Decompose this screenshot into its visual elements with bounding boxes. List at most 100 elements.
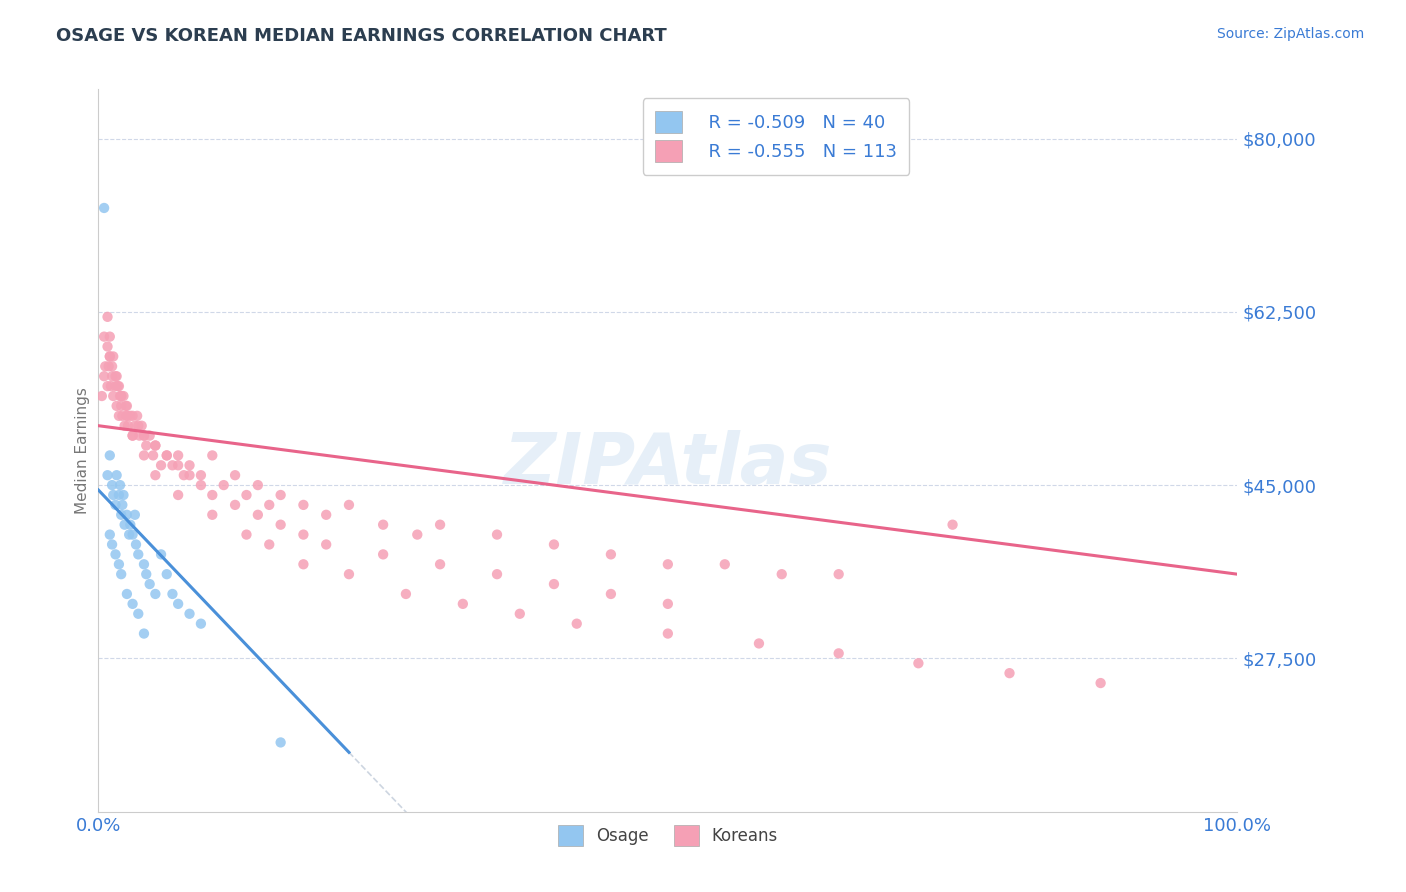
- Point: [142, 449, 165, 463]
- Point: [104, 548, 127, 562]
- Point: [132, 428, 155, 442]
- Point: [128, 428, 150, 442]
- Point: [120, 409, 142, 423]
- Point: [156, 449, 179, 463]
- Point: [108, 389, 131, 403]
- Point: [156, 567, 179, 582]
- Point: [125, 537, 148, 551]
- Point: [270, 517, 292, 532]
- Point: [103, 389, 125, 403]
- Point: [107, 379, 129, 393]
- Point: [190, 468, 212, 483]
- Point: [124, 508, 146, 522]
- Point: [162, 587, 184, 601]
- Point: [112, 389, 135, 403]
- Point: [104, 379, 127, 393]
- Point: [224, 498, 246, 512]
- Point: [714, 558, 737, 572]
- Point: [120, 517, 142, 532]
- Point: [162, 458, 184, 473]
- Point: [224, 468, 246, 483]
- Point: [337, 567, 360, 582]
- Point: [115, 587, 138, 601]
- Point: [101, 369, 124, 384]
- Point: [150, 548, 173, 562]
- Point: [486, 567, 509, 582]
- Point: [748, 636, 770, 650]
- Point: [828, 567, 851, 582]
- Point: [543, 577, 565, 591]
- Point: [112, 488, 135, 502]
- Point: [167, 488, 190, 502]
- Text: ZIPAtlas: ZIPAtlas: [503, 431, 832, 500]
- Text: OSAGE VS KOREAN MEDIAN EARNINGS CORRELATION CHART: OSAGE VS KOREAN MEDIAN EARNINGS CORRELAT…: [56, 27, 666, 45]
- Point: [167, 597, 190, 611]
- Point: [371, 517, 394, 532]
- Point: [179, 468, 201, 483]
- Point: [292, 558, 315, 572]
- Point: [292, 527, 315, 541]
- Point: [600, 587, 623, 601]
- Point: [98, 527, 121, 541]
- Point: [246, 508, 269, 522]
- Point: [104, 369, 127, 384]
- Point: [98, 329, 121, 343]
- Y-axis label: Median Earnings: Median Earnings: [75, 387, 90, 514]
- Point: [235, 527, 257, 541]
- Point: [145, 468, 167, 483]
- Point: [127, 548, 149, 562]
- Point: [110, 567, 132, 582]
- Point: [201, 449, 224, 463]
- Point: [135, 567, 157, 582]
- Point: [105, 468, 128, 483]
- Point: [138, 428, 160, 442]
- Point: [127, 418, 149, 433]
- Point: [167, 458, 190, 473]
- Point: [770, 567, 793, 582]
- Point: [150, 458, 173, 473]
- Legend: Osage, Koreans: Osage, Koreans: [550, 817, 786, 854]
- Point: [135, 438, 157, 452]
- Point: [315, 537, 337, 551]
- Point: [90, 389, 112, 403]
- Point: [657, 558, 679, 572]
- Point: [212, 478, 235, 492]
- Point: [429, 558, 451, 572]
- Point: [292, 498, 315, 512]
- Point: [115, 508, 138, 522]
- Point: [190, 478, 212, 492]
- Point: [108, 478, 131, 492]
- Point: [132, 558, 155, 572]
- Point: [167, 449, 190, 463]
- Point: [337, 498, 360, 512]
- Point: [100, 379, 122, 393]
- Point: [93, 329, 115, 343]
- Point: [98, 350, 121, 364]
- Point: [117, 418, 139, 433]
- Point: [121, 428, 143, 442]
- Point: [173, 468, 195, 483]
- Point: [395, 587, 418, 601]
- Point: [131, 418, 153, 433]
- Point: [121, 597, 143, 611]
- Point: [429, 517, 451, 532]
- Point: [942, 517, 965, 532]
- Point: [101, 359, 124, 374]
- Point: [96, 379, 118, 393]
- Point: [110, 399, 132, 413]
- Text: Source: ZipAtlas.com: Source: ZipAtlas.com: [1216, 27, 1364, 41]
- Point: [94, 359, 117, 374]
- Point: [127, 607, 149, 621]
- Point: [114, 418, 136, 433]
- Point: [179, 458, 201, 473]
- Point: [371, 548, 394, 562]
- Point: [115, 409, 138, 423]
- Point: [110, 508, 132, 522]
- Point: [201, 488, 224, 502]
- Point: [259, 537, 281, 551]
- Point: [104, 498, 127, 512]
- Point: [108, 488, 131, 502]
- Point: [114, 517, 136, 532]
- Point: [115, 409, 138, 423]
- Point: [145, 587, 167, 601]
